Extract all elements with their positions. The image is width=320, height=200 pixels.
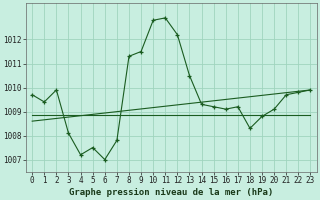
X-axis label: Graphe pression niveau de la mer (hPa): Graphe pression niveau de la mer (hPa) bbox=[69, 188, 274, 197]
